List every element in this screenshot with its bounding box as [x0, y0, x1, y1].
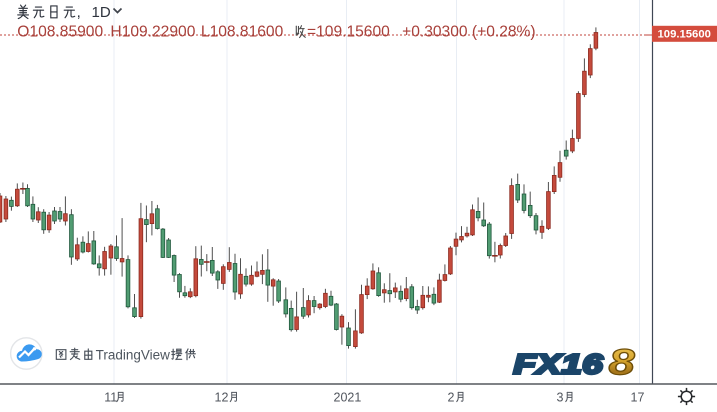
svg-text:2: 2	[448, 391, 455, 405]
svg-text:,: ,	[77, 4, 81, 21]
svg-text:FX16: FX16	[514, 348, 604, 380]
svg-text:8: 8	[608, 342, 635, 382]
svg-text:109.15600: 109.15600	[658, 29, 711, 41]
svg-text:2021: 2021	[334, 391, 362, 405]
svg-text:17: 17	[631, 391, 645, 405]
svg-text:12: 12	[215, 391, 229, 405]
svg-text:=109.15600: =109.15600	[307, 24, 390, 41]
svg-text:1D: 1D	[92, 4, 111, 21]
svg-text:3: 3	[557, 391, 564, 405]
svg-text:L108.81600: L108.81600	[201, 24, 284, 41]
svg-text:H109.22900: H109.22900	[110, 24, 195, 41]
svg-text:O108.85900: O108.85900	[17, 24, 103, 41]
svg-text:+0.30300 (+0.28%): +0.30300 (+0.28%)	[402, 24, 536, 41]
svg-text:TradingView: TradingView	[96, 347, 171, 362]
svg-text:11: 11	[104, 391, 117, 405]
